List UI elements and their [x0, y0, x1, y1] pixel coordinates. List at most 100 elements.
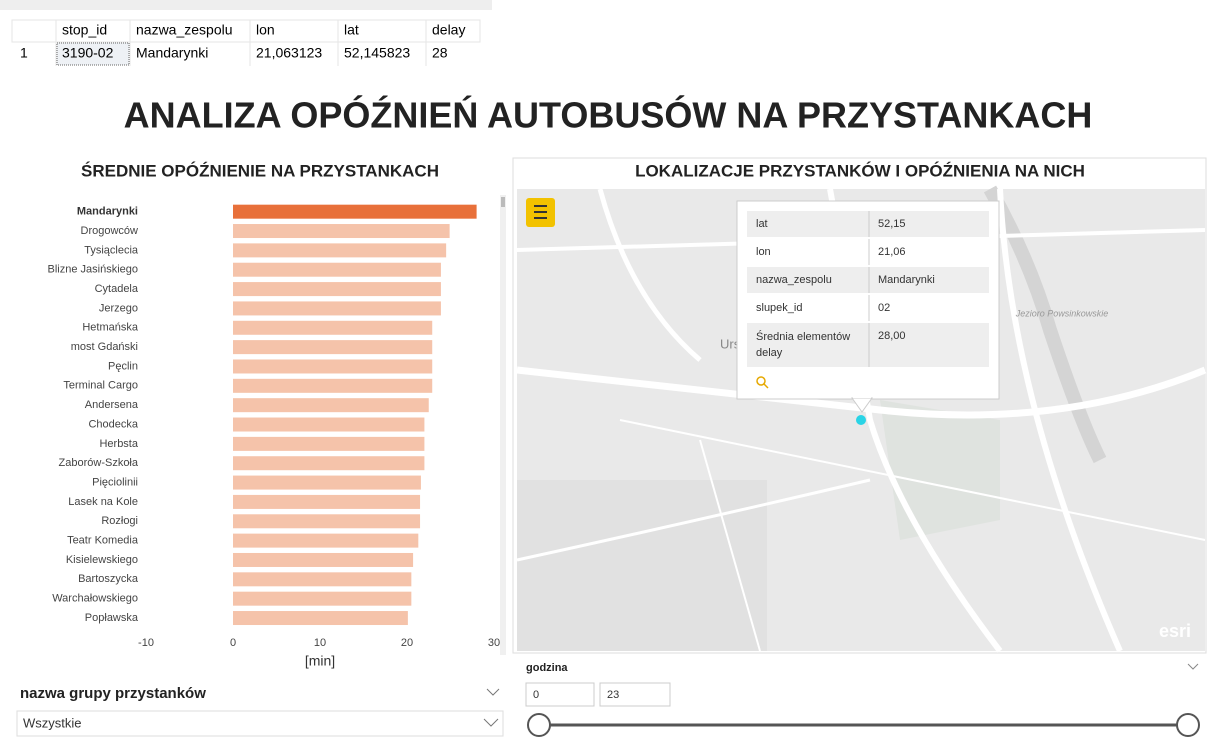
- y-tick-label: Teatr Komedia: [67, 535, 139, 547]
- chevron[interactable]: [1187, 663, 1199, 670]
- tooltip-row: [747, 211, 989, 237]
- y-tick-label: Bartoszycka: [78, 573, 139, 585]
- bar[interactable]: [233, 533, 419, 548]
- bar[interactable]: [233, 398, 429, 413]
- cell[interactable]: 21,063123: [256, 45, 322, 61]
- bar[interactable]: [233, 475, 421, 490]
- selected-cell[interactable]: [56, 42, 130, 66]
- y-tick-label: Terminal Cargo: [63, 380, 138, 392]
- chart-title: ŚREDNIE OPÓŹNIENIE NA PRZYSTANKACH: [81, 161, 439, 180]
- bar[interactable]: [233, 224, 450, 239]
- map-title: LOKALIZACJE PRZYSTANKÓW I OPÓŹNIENIA NA …: [635, 161, 1085, 180]
- zoom-icon-handle: [763, 383, 769, 389]
- tab-bar: [0, 0, 492, 10]
- cell[interactable]: 3190-02: [62, 45, 114, 61]
- column-header: lon: [256, 22, 275, 38]
- bar[interactable]: [233, 359, 433, 374]
- tooltip-value: Mandarynki: [878, 274, 935, 286]
- bar[interactable]: [233, 301, 441, 316]
- bar[interactable]: [233, 282, 441, 297]
- x-tick-label: 20: [401, 637, 413, 649]
- cell[interactable]: Mandarynki: [136, 45, 208, 61]
- tooltip-row: [747, 323, 989, 367]
- y-tick-label: most Gdański: [71, 341, 138, 353]
- grid-header-bg: [11, 19, 481, 43]
- chevron[interactable]: [486, 688, 500, 696]
- x-tick-label: 10: [314, 637, 326, 649]
- tooltip-row: [747, 239, 989, 265]
- esri-logo: esri: [1159, 621, 1191, 641]
- bar[interactable]: [233, 417, 425, 432]
- park: [880, 400, 1000, 540]
- stop-point[interactable]: [856, 415, 866, 425]
- scrollbar[interactable]: [500, 195, 506, 655]
- dropdown-value: Wszystkie: [23, 715, 82, 730]
- chevron[interactable]: [483, 718, 499, 727]
- column-header: stop_id: [62, 22, 107, 38]
- y-tick-label: Warchałowskiego: [52, 593, 138, 605]
- y-tick-label: Jerzego: [99, 302, 138, 314]
- y-tick-label: Hetmańska: [82, 322, 139, 334]
- y-tick-label: Cytadela: [95, 283, 139, 295]
- scroll-thumb[interactable]: [501, 197, 505, 207]
- menu-icon: [534, 205, 547, 219]
- bar[interactable]: [233, 611, 408, 626]
- bar[interactable]: [233, 378, 433, 393]
- y-tick-label: Drogowców: [81, 225, 139, 237]
- page-title: ANALIZA OPÓŹNIEŃ AUTOBUSÓW NA PRZYSTANKA…: [124, 94, 1093, 136]
- slider-handle[interactable]: [1176, 713, 1200, 737]
- y-tick-label: Pięciolinii: [92, 476, 138, 488]
- bar[interactable]: [233, 514, 421, 529]
- tooltip: lat 52,15 lon 21,06 nazwa_zespolu Mandarynki s…: [736, 200, 1000, 413]
- bar[interactable]: [233, 436, 425, 451]
- y-tick-label: Blizne Jasińskiego: [48, 264, 139, 276]
- x-tick-label: -10: [138, 637, 154, 649]
- range-max-input[interactable]: [599, 682, 671, 707]
- range-min: 0: [533, 689, 539, 701]
- y-tick-label: Herbsta: [99, 438, 138, 450]
- column-header: nazwa_zespolu: [136, 22, 233, 38]
- tooltip-value: 02: [878, 302, 890, 314]
- tooltip-key: Średnia elementów delay: [756, 330, 850, 359]
- cell[interactable]: 52,145823: [344, 45, 410, 61]
- range-min-input[interactable]: [525, 682, 595, 707]
- slicer-title: godzina: [526, 662, 568, 674]
- x-axis-label: [min]: [305, 653, 335, 669]
- y-tick-label: Pęclin: [108, 360, 138, 372]
- result-grid: stop_id nazwa_zespolu lon lat delay 1 3190-02 M…: [11, 19, 481, 66]
- y-tick-label: Zaborów-Szkoła: [59, 457, 139, 469]
- map-label: Jezioro Powsinkowskie: [1015, 308, 1109, 318]
- y-tick-label: Rozłogi: [101, 515, 138, 527]
- bar[interactable]: [233, 204, 477, 219]
- y-tick-label: Andersena: [85, 399, 139, 411]
- bar[interactable]: [233, 552, 414, 567]
- slider-handle[interactable]: [527, 713, 551, 737]
- tooltip-row: [747, 295, 989, 321]
- bar[interactable]: [233, 456, 425, 471]
- column-header: delay: [432, 22, 465, 38]
- x-tick-label: 0: [230, 637, 236, 649]
- slicer-title: nazwa grupy przystanków: [20, 685, 206, 702]
- bar[interactable]: [233, 340, 433, 355]
- tooltip-key: nazwa_zespolu: [756, 274, 832, 286]
- y-tick-label: Popławska: [85, 612, 139, 624]
- bar[interactable]: [233, 494, 421, 509]
- row-number: 1: [20, 45, 28, 61]
- cell[interactable]: 28: [432, 45, 448, 61]
- tooltip-key: slupek_id: [756, 302, 802, 314]
- tooltip-value: 52,15: [878, 218, 906, 230]
- dropdown[interactable]: [16, 710, 504, 737]
- bar[interactable]: [233, 320, 433, 335]
- range-max: 23: [607, 689, 619, 701]
- bar[interactable]: [233, 591, 412, 606]
- bar[interactable]: [233, 572, 412, 587]
- river: [983, 185, 1107, 464]
- tooltip-key: lon: [756, 246, 771, 258]
- y-tick-label: Kisielewskiego: [66, 554, 138, 566]
- bar-chart: -10 0 10 20 30 Mandarynki Drogowców Tysiąclecia…: [48, 204, 500, 649]
- zoom-icon[interactable]: [756, 376, 766, 386]
- y-tick-label: Lasek na Kole: [68, 496, 138, 508]
- bar[interactable]: [233, 262, 441, 277]
- bar[interactable]: [233, 243, 447, 258]
